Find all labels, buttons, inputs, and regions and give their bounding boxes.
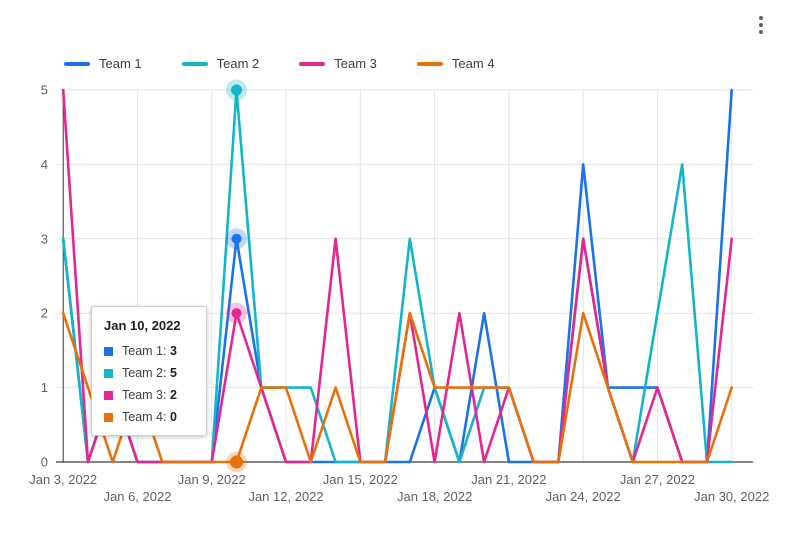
tooltip-row: Team 4: 0 — [104, 410, 194, 424]
legend-label: Team 1 — [99, 56, 142, 71]
legend-marker-icon — [64, 61, 90, 66]
selected-point-team-3[interactable] — [231, 308, 242, 319]
legend-label: Team 3 — [334, 56, 377, 71]
legend-item-team-4: Team 4 — [416, 56, 495, 71]
x-axis-tick-label: Jan 21, 2022 — [471, 472, 546, 487]
x-axis-tick-label: Jan 12, 2022 — [248, 489, 323, 504]
y-axis-tick-label: 5 — [41, 83, 48, 98]
tooltip-series-swatch-icon — [104, 412, 113, 422]
kebab-dot-icon — [759, 23, 763, 27]
tooltip-row: Team 2: 5 — [104, 366, 194, 380]
tooltip-series-swatch-icon — [104, 346, 113, 356]
x-axis-tick-label: Jan 3, 2022 — [29, 472, 97, 487]
selected-point-team-2[interactable] — [231, 84, 243, 96]
tooltip-rows: Team 1: 3 Team 2: 5 Team 3: 2 Team 4: 0 — [104, 344, 194, 424]
legend-marker-icon — [416, 61, 443, 66]
selected-point-team-1[interactable] — [231, 233, 242, 244]
x-axis-tick-label: Jan 30, 2022 — [694, 489, 769, 504]
legend-label: Team 4 — [451, 56, 495, 71]
tooltip-series-value: Team 3: 2 — [122, 388, 177, 402]
x-axis-tick-label: Jan 27, 2022 — [620, 472, 695, 487]
y-axis-tick-label: 0 — [41, 455, 48, 470]
x-axis-tick-label: Jan 18, 2022 — [397, 489, 472, 504]
x-axis-tick-label: Jan 6, 2022 — [104, 489, 172, 504]
tooltip-date: Jan 10, 2022 — [104, 318, 181, 333]
tooltip-row: Team 3: 2 — [104, 388, 194, 402]
legend-item-team-1: Team 1 — [64, 56, 142, 71]
legend-marker-icon — [181, 61, 208, 66]
kebab-menu-button[interactable] — [750, 10, 772, 40]
x-axis-tick-label: Jan 24, 2022 — [546, 489, 621, 504]
tooltip-series-swatch-icon — [104, 368, 113, 378]
y-axis-tick-label: 4 — [41, 157, 48, 172]
y-axis-tick-label: 2 — [41, 306, 48, 321]
legend-item-team-2: Team 2 — [181, 56, 260, 71]
chart-legend: Team 1 Team 2 Team 3 Team 4 — [64, 56, 535, 71]
tooltip-series-value: Team 2: 5 — [122, 366, 177, 380]
tooltip-series-value: Team 4: 0 — [122, 410, 177, 424]
tooltip-series-value: Team 1: 3 — [122, 344, 177, 358]
x-axis-tick-label: Jan 9, 2022 — [178, 472, 246, 487]
legend-marker-icon — [299, 61, 326, 66]
selected-point-team-4[interactable] — [230, 455, 244, 469]
tooltip-row: Team 1: 3 — [104, 344, 194, 358]
x-axis-tick-label: Jan 15, 2022 — [323, 472, 398, 487]
chart-tooltip: Jan 10, 2022 Team 1: 3 Team 2: 5 Team 3: 2… — [91, 306, 207, 436]
kebab-dot-icon — [759, 16, 763, 20]
tooltip-series-swatch-icon — [104, 390, 113, 400]
y-axis-tick-label: 1 — [41, 380, 48, 395]
y-axis-tick-label: 3 — [41, 231, 48, 246]
kebab-dot-icon — [759, 30, 763, 34]
series-line-team-4 — [61, 311, 734, 464]
legend-item-team-3: Team 3 — [299, 56, 377, 71]
legend-label: Team 2 — [216, 56, 260, 71]
